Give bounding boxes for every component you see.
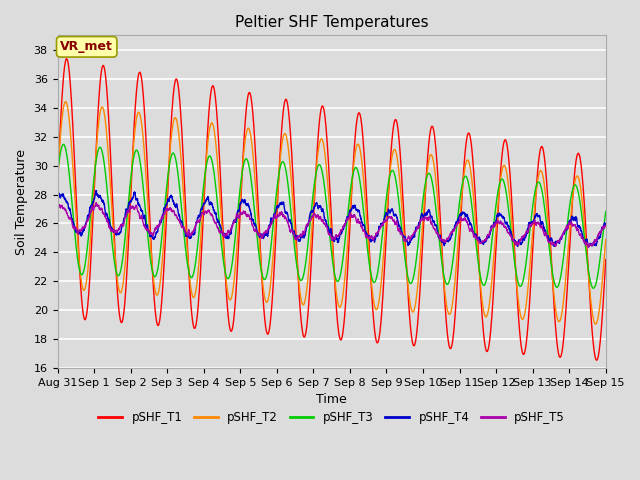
- Line: pSHF_T4: pSHF_T4: [58, 191, 605, 247]
- pSHF_T4: [602, 221, 609, 227]
- pSHF_T4: [92, 188, 100, 193]
- pSHF_T1: [63, 56, 70, 61]
- Line: pSHF_T5: pSHF_T5: [58, 203, 605, 247]
- pSHF_T4: [116, 230, 124, 236]
- pSHF_T3: [264, 266, 272, 272]
- pSHF_T5: [584, 244, 592, 250]
- pSHF_T2: [149, 269, 157, 275]
- Title: Peltier SHF Temperatures: Peltier SHF Temperatures: [235, 15, 428, 30]
- pSHF_T3: [288, 216, 296, 222]
- pSHF_T5: [532, 222, 540, 228]
- pSHF_T5: [591, 237, 599, 243]
- pSHF_T3: [149, 270, 157, 276]
- pSHF_T5: [92, 200, 100, 205]
- pSHF_T1: [532, 189, 540, 195]
- pSHF_T1: [591, 354, 599, 360]
- pSHF_T4: [264, 231, 272, 237]
- pSHF_T5: [602, 223, 609, 229]
- pSHF_T4: [288, 224, 296, 229]
- pSHF_T3: [54, 172, 61, 178]
- pSHF_T3: [591, 283, 599, 288]
- pSHF_T2: [61, 99, 69, 105]
- pSHF_T4: [532, 212, 540, 217]
- pSHF_T2: [54, 175, 61, 180]
- pSHF_T1: [149, 274, 157, 280]
- pSHF_T2: [591, 321, 599, 327]
- pSHF_T5: [264, 226, 272, 232]
- pSHF_T3: [60, 142, 67, 147]
- pSHF_T3: [116, 269, 124, 275]
- Text: VR_met: VR_met: [60, 40, 113, 53]
- pSHF_T5: [54, 204, 61, 210]
- pSHF_T4: [149, 234, 157, 240]
- pSHF_T3: [589, 286, 597, 291]
- pSHF_T2: [264, 298, 272, 303]
- pSHF_T2: [532, 190, 540, 195]
- Line: pSHF_T1: pSHF_T1: [58, 59, 605, 360]
- pSHF_T1: [264, 331, 272, 337]
- pSHF_T4: [591, 242, 599, 248]
- Y-axis label: Soil Temperature: Soil Temperature: [15, 149, 28, 255]
- pSHF_T4: [54, 193, 61, 199]
- Line: pSHF_T2: pSHF_T2: [58, 102, 605, 324]
- pSHF_T2: [602, 237, 609, 242]
- pSHF_T5: [288, 228, 296, 233]
- pSHF_T2: [591, 321, 599, 327]
- pSHF_T1: [116, 317, 124, 323]
- X-axis label: Time: Time: [316, 394, 347, 407]
- pSHF_T3: [602, 209, 609, 215]
- pSHF_T1: [602, 257, 609, 263]
- pSHF_T5: [149, 231, 157, 237]
- pSHF_T1: [54, 184, 61, 190]
- Line: pSHF_T3: pSHF_T3: [58, 144, 605, 288]
- pSHF_T2: [288, 183, 296, 189]
- pSHF_T4: [585, 244, 593, 250]
- pSHF_T2: [116, 290, 124, 296]
- pSHF_T1: [593, 357, 600, 363]
- pSHF_T1: [288, 150, 296, 156]
- Legend: pSHF_T1, pSHF_T2, pSHF_T3, pSHF_T4, pSHF_T5: pSHF_T1, pSHF_T2, pSHF_T3, pSHF_T4, pSHF…: [93, 407, 570, 429]
- pSHF_T3: [532, 184, 540, 190]
- pSHF_T5: [116, 223, 124, 229]
